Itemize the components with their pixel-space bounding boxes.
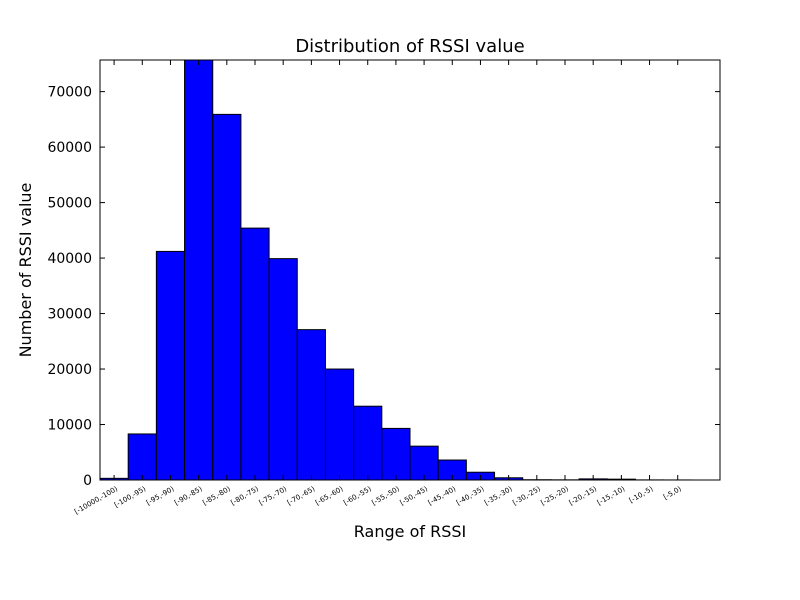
x-tick-label-6: [-75,-70): [258, 485, 289, 507]
bar-3: [184, 59, 214, 481]
bar-1: [127, 433, 157, 481]
plot-frame: [99, 59, 721, 481]
chart-title: Distribution of RSSI value: [295, 36, 524, 57]
x-tick-label-18: [-15,-10): [596, 485, 627, 507]
x-tick-label-9: [-60,-55): [342, 485, 373, 507]
x-tick-label-11: [-50,-45): [399, 485, 430, 507]
x-tick-label-3: [-90,-85): [173, 485, 204, 507]
x-tick-label-0: [-10000,-100): [73, 485, 119, 516]
x-tick-label-13: [-40,-35): [455, 485, 486, 507]
x-tick-label-19: [-10,-5): [628, 485, 655, 505]
y-axis-label: Number of RSSI value: [16, 183, 35, 358]
y-tick-label-6: 60000: [47, 140, 92, 156]
bar-10: [381, 427, 411, 481]
x-tick-label-12: [-45,-40): [427, 485, 458, 507]
bar-9: [353, 405, 383, 481]
y-tick-label-2: 20000: [47, 362, 92, 378]
bar-4: [212, 113, 242, 481]
x-axis-label: Range of RSSI: [354, 522, 466, 541]
y-tick-label-1: 10000: [47, 418, 92, 434]
bars-group: [99, 59, 693, 481]
bar-8: [324, 368, 355, 481]
y-tick-label-5: 50000: [47, 196, 92, 212]
x-tick-label-16: [-25,-20): [540, 485, 571, 507]
x-tick-label-4: [-85,-80): [201, 485, 232, 507]
bar-2: [155, 250, 186, 481]
x-tick-label-20: [-5,0): [662, 485, 683, 502]
x-tick-label-5: [-80,-75): [230, 485, 261, 507]
x-tick-label-14: [-35,-30): [483, 485, 514, 507]
y-tick-label-7: 70000: [47, 85, 92, 101]
y-tick-label-4: 40000: [47, 251, 92, 267]
y-tick-label-0: 0: [83, 473, 92, 489]
x-tick-label-17: [-20,-15): [568, 485, 599, 507]
x-tick-label-10: [-55,-50): [370, 485, 401, 507]
bar-11: [409, 445, 439, 481]
bar-7: [296, 329, 326, 481]
x-tick-label-8: [-65,-60): [314, 485, 345, 507]
x-tick-label-2: [-95,-90): [145, 485, 176, 507]
bar-5: [240, 227, 270, 481]
x-tick-label-1: [-100,-95): [113, 485, 148, 510]
y-tick-label-3: 30000: [47, 307, 92, 323]
x-tick-label-15: [-30,-25): [511, 485, 542, 507]
x-tick-label-7: [-70,-65): [286, 485, 317, 507]
y-axis-ticks: 0 10000 20000 30000 40000 50000 60000 70000: [47, 85, 720, 489]
bar-6: [268, 258, 298, 481]
